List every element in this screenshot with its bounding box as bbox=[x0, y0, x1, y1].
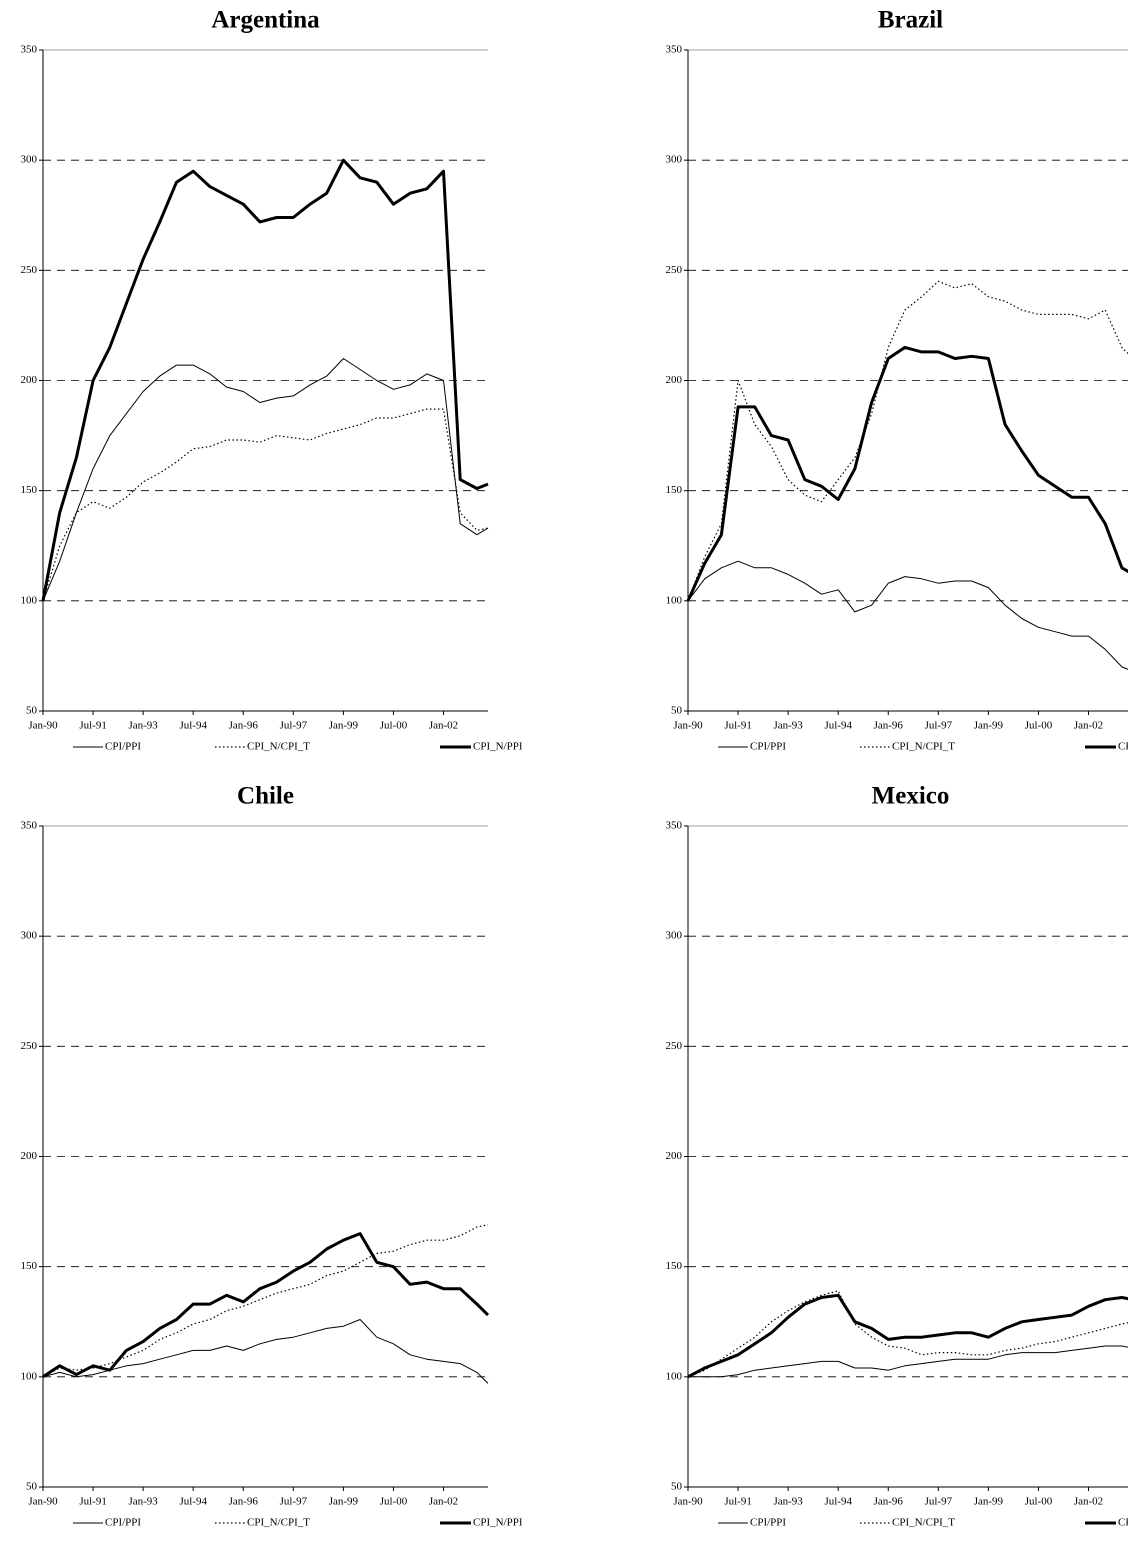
y-tick-label: 200 bbox=[666, 1150, 683, 1162]
y-tick-label: 250 bbox=[21, 264, 38, 276]
y-tick-label: 50 bbox=[26, 705, 38, 717]
x-tick-label: Jan-96 bbox=[229, 720, 259, 732]
y-tick-label: 100 bbox=[21, 1370, 38, 1382]
x-tick-label: Jul-94 bbox=[179, 720, 207, 732]
x-tick-label: Jul-94 bbox=[824, 720, 852, 732]
series-line bbox=[42, 1319, 489, 1384]
series-line bbox=[687, 1290, 1128, 1378]
series-line bbox=[42, 1224, 489, 1378]
legend-label: CPI_N/PPI bbox=[473, 1517, 523, 1529]
y-tick-label: 300 bbox=[666, 154, 683, 166]
x-tick-label: Jan-99 bbox=[974, 1496, 1004, 1508]
y-tick-label: 100 bbox=[666, 594, 683, 606]
x-tick-label: Jan-99 bbox=[329, 720, 359, 732]
legend-label: CPI_N/PPI bbox=[473, 741, 523, 753]
y-tick-label: 300 bbox=[666, 930, 683, 942]
x-tick-label: Jan-02 bbox=[429, 1496, 458, 1508]
x-tick-label: Jan-93 bbox=[128, 720, 158, 732]
y-tick-label: 250 bbox=[666, 1040, 683, 1052]
series-line bbox=[42, 408, 489, 601]
series-line bbox=[687, 560, 1128, 670]
legend-label: CPI/PPI bbox=[750, 1517, 786, 1529]
y-tick-label: 350 bbox=[666, 820, 683, 832]
legend-label: CPI_N/CPI_T bbox=[892, 1517, 955, 1529]
x-tick-label: Jan-96 bbox=[874, 1496, 904, 1508]
legend-label: CPI_N/PPI bbox=[1118, 1517, 1128, 1529]
x-tick-label: Jul-97 bbox=[280, 1496, 308, 1508]
y-tick-label: 250 bbox=[21, 1040, 38, 1052]
series-line bbox=[686, 345, 1128, 602]
y-tick-label: 150 bbox=[666, 484, 683, 496]
series-line bbox=[42, 1232, 490, 1379]
chart-panel: Chile 50 100 150 200 250 300 350 Jan-90 Jul-91 Jan… bbox=[21, 783, 523, 1529]
x-tick-label: Jul-00 bbox=[380, 720, 408, 732]
y-tick-label: 200 bbox=[21, 374, 38, 386]
series-line bbox=[688, 1345, 1128, 1378]
y-tick-label: 350 bbox=[21, 44, 38, 56]
series-line bbox=[687, 280, 1128, 602]
x-tick-label: Jan-02 bbox=[1074, 1496, 1103, 1508]
x-tick-label: Jan-93 bbox=[773, 1496, 803, 1508]
legend-label: CPI_N/CPI_T bbox=[247, 741, 310, 753]
x-tick-label: Jan-90 bbox=[28, 720, 58, 732]
chart-title: Chile bbox=[237, 783, 294, 810]
y-tick-label: 200 bbox=[666, 374, 683, 386]
legend-label: CPI/PPI bbox=[750, 741, 786, 753]
y-tick-label: 300 bbox=[21, 154, 38, 166]
x-tick-label: Jul-94 bbox=[179, 1496, 207, 1508]
x-tick-label: Jul-91 bbox=[724, 720, 752, 732]
chart-panel: Brazil 50 100 150 200 250 300 350 Jan-90 Jul-91 Ja… bbox=[666, 7, 1128, 753]
x-tick-label: Jul-00 bbox=[1025, 720, 1053, 732]
x-tick-label: Jul-97 bbox=[925, 1496, 953, 1508]
x-tick-label: Jul-97 bbox=[280, 720, 308, 732]
legend-label: CPI/PPI bbox=[105, 1517, 141, 1529]
y-tick-label: 150 bbox=[21, 484, 38, 496]
y-tick-label: 50 bbox=[671, 1481, 683, 1493]
x-tick-label: Jul-91 bbox=[79, 720, 107, 732]
series-line bbox=[687, 1293, 1128, 1379]
x-tick-label: Jan-90 bbox=[28, 1496, 58, 1508]
y-tick-label: 300 bbox=[21, 930, 38, 942]
x-tick-label: Jul-97 bbox=[925, 720, 953, 732]
legend-label: CPI_N/CPI_T bbox=[892, 741, 955, 753]
y-tick-label: 150 bbox=[21, 1260, 38, 1272]
y-tick-label: 50 bbox=[26, 1481, 38, 1493]
x-tick-label: Jan-02 bbox=[1074, 720, 1103, 732]
x-tick-label: Jan-99 bbox=[974, 720, 1004, 732]
legend-label: CPI_N/PPI bbox=[1118, 741, 1128, 753]
x-tick-label: Jul-94 bbox=[824, 1496, 852, 1508]
series-line bbox=[42, 358, 489, 601]
x-tick-label: Jan-93 bbox=[773, 720, 803, 732]
legend-label: CPI/PPI bbox=[105, 741, 141, 753]
series-line bbox=[41, 158, 489, 602]
y-tick-label: 100 bbox=[21, 594, 38, 606]
y-tick-label: 200 bbox=[21, 1150, 38, 1162]
chart-panel: Argentina 50 100 150 200 250 300 350 Jan-90 Jul-9… bbox=[21, 7, 523, 753]
chart-panel: Mexico 50 100 150 200 250 300 350 Jan-90 Jul-91 Ja… bbox=[666, 783, 1128, 1529]
x-tick-label: Jan-99 bbox=[329, 1496, 359, 1508]
x-tick-label: Jan-96 bbox=[229, 1496, 259, 1508]
y-tick-label: 250 bbox=[666, 264, 683, 276]
y-tick-label: 50 bbox=[671, 705, 683, 717]
chart-title: Brazil bbox=[878, 7, 943, 34]
y-tick-label: 350 bbox=[666, 44, 683, 56]
chart-title: Argentina bbox=[211, 7, 320, 34]
legend-label: CPI_N/CPI_T bbox=[247, 1517, 310, 1529]
x-tick-label: Jan-90 bbox=[673, 720, 703, 732]
x-tick-label: Jul-00 bbox=[380, 1496, 408, 1508]
y-tick-label: 100 bbox=[666, 1370, 683, 1382]
x-tick-label: Jan-02 bbox=[429, 720, 458, 732]
x-tick-label: Jan-96 bbox=[874, 720, 904, 732]
x-tick-label: Jan-93 bbox=[128, 1496, 158, 1508]
x-tick-label: Jul-91 bbox=[724, 1496, 752, 1508]
x-tick-label: Jan-90 bbox=[673, 1496, 703, 1508]
chart-title: Mexico bbox=[872, 783, 950, 810]
x-tick-label: Jul-91 bbox=[79, 1496, 107, 1508]
y-tick-label: 150 bbox=[666, 1260, 683, 1272]
x-tick-label: Jul-00 bbox=[1025, 1496, 1053, 1508]
y-tick-label: 350 bbox=[21, 820, 38, 832]
